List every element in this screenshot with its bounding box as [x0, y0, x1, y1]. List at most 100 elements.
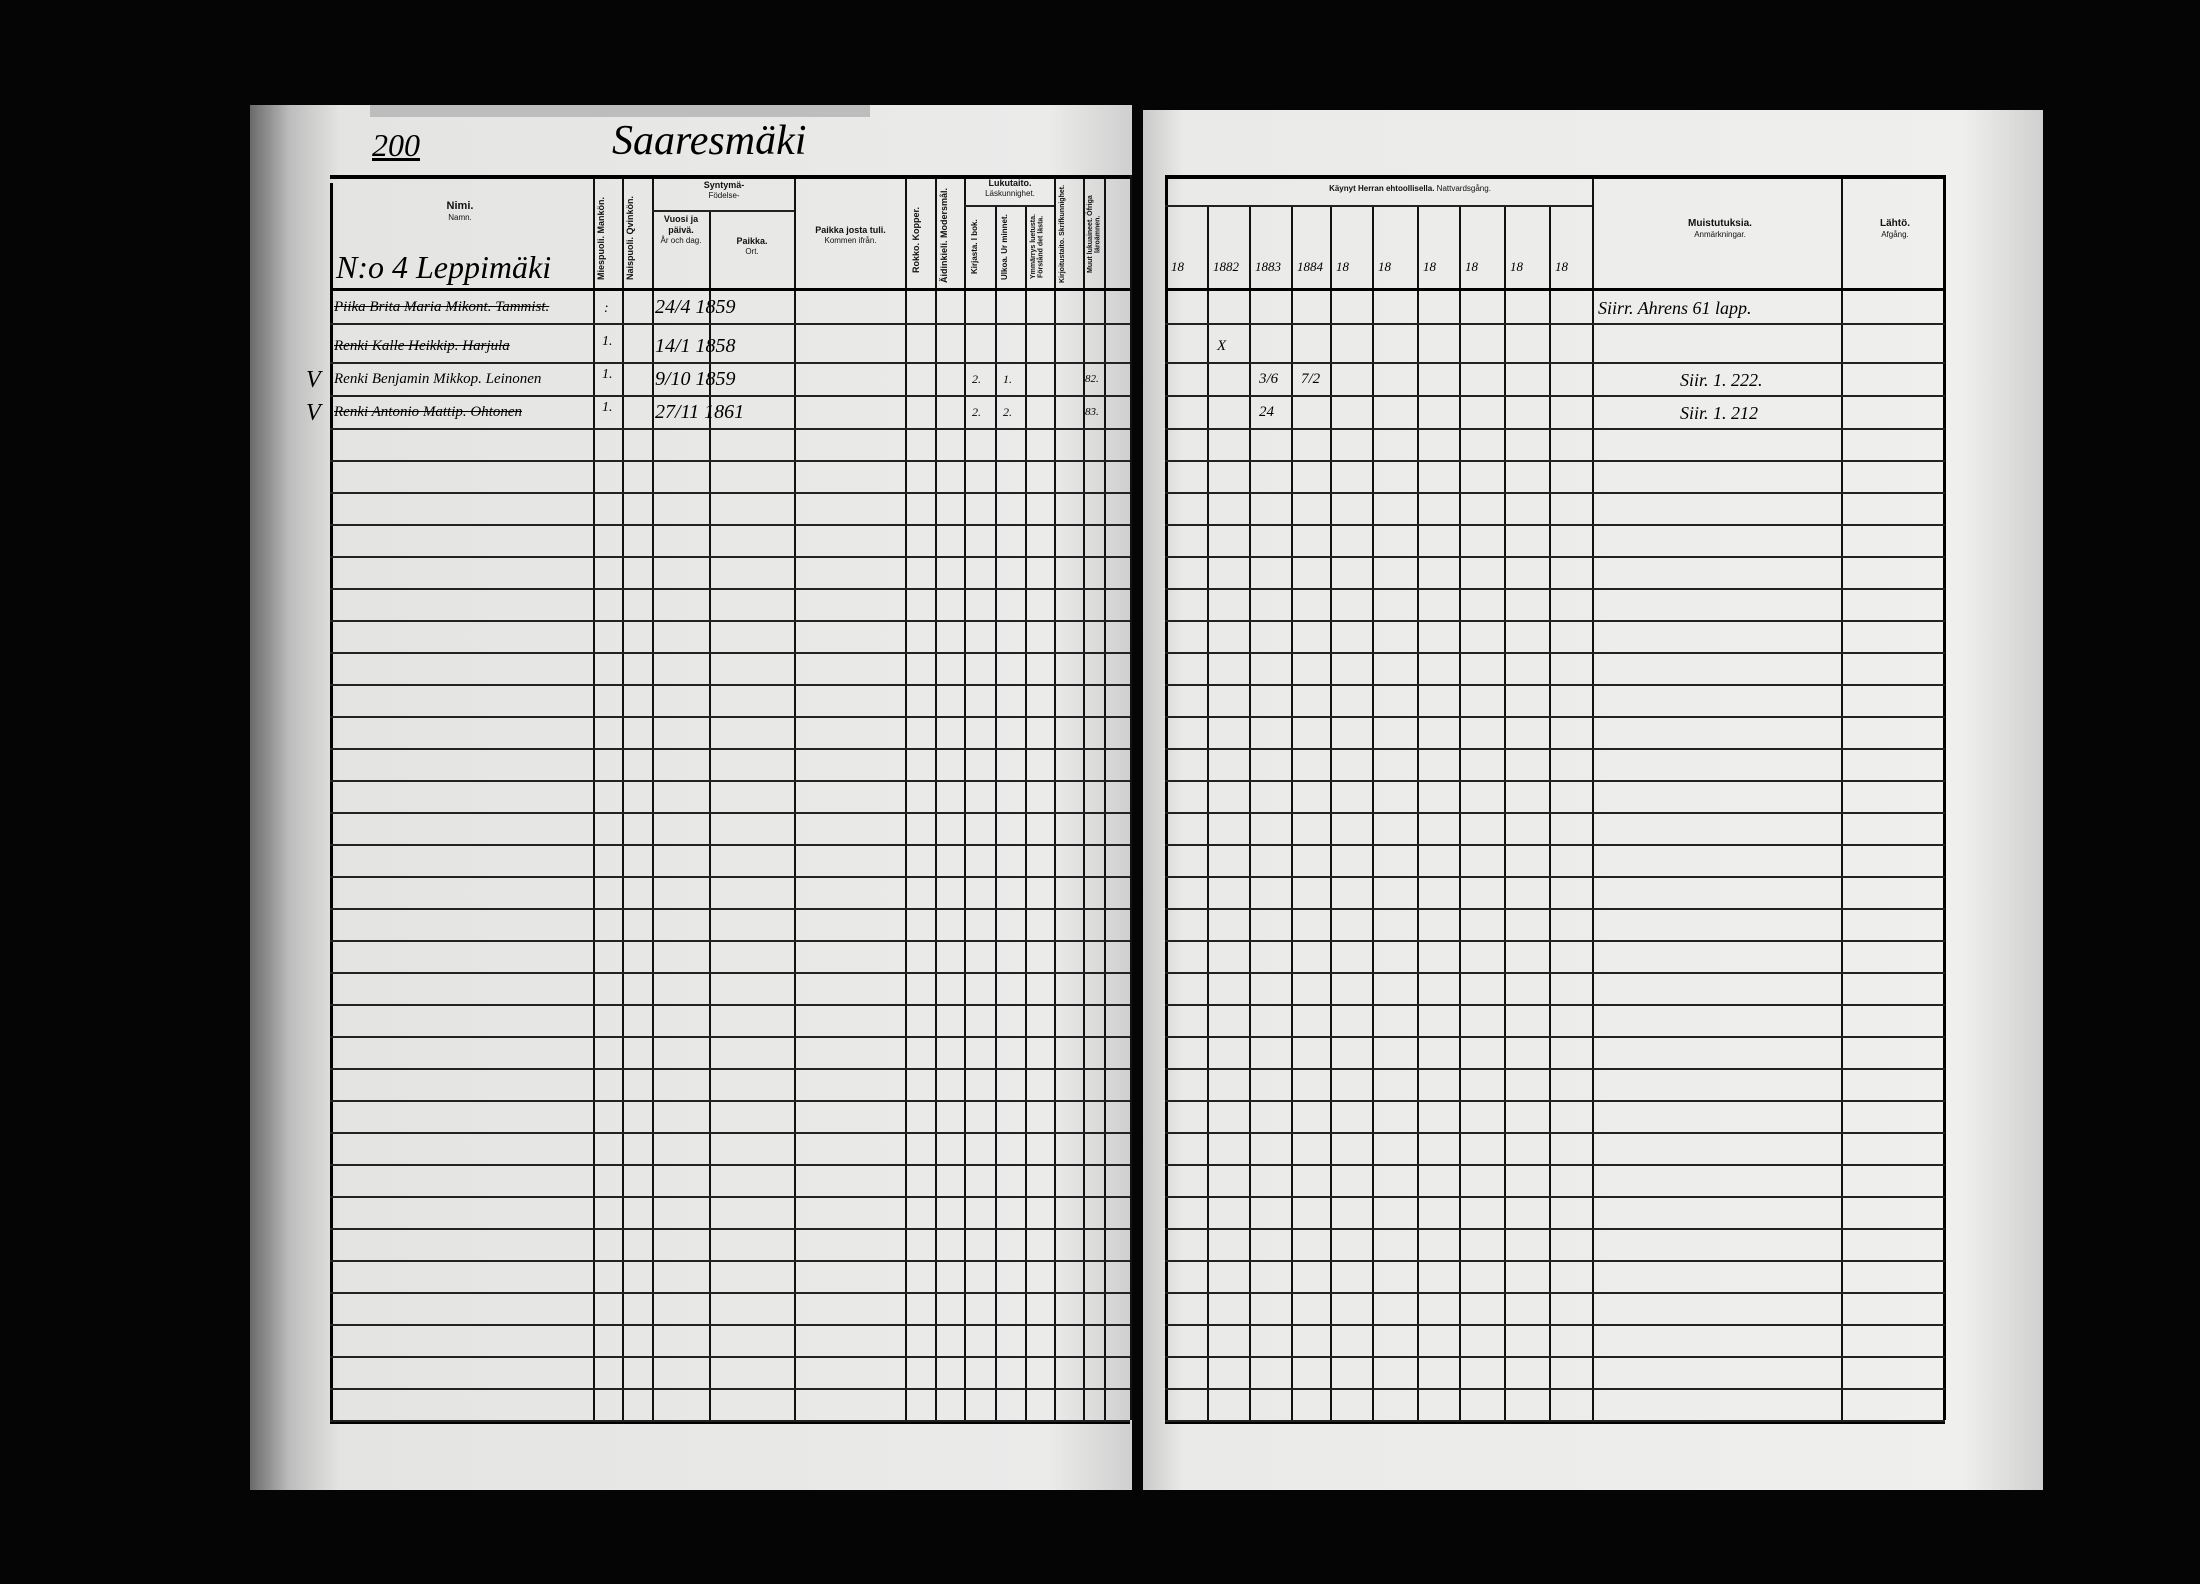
column-rule: [794, 175, 796, 1420]
communion-year-0: 18: [1171, 259, 1184, 274]
entry-name: Renki Antonio Mattip. Ohtonen: [334, 404, 523, 420]
entry-male: 1.: [602, 334, 613, 349]
col-literacy-header: Lukutaito. Läskunnighet.: [985, 178, 1035, 198]
village-name: Saaresmäki: [612, 118, 807, 164]
col-female-header: Naispuoli. Qvinkön.: [625, 195, 635, 281]
row-rule: [330, 876, 1130, 878]
check-mark: V: [306, 367, 321, 393]
row-rule: [1165, 1132, 1945, 1134]
column-rule: [1592, 175, 1594, 1420]
header-bottom-border: [1165, 288, 1945, 291]
communion-year-8: 18: [1510, 259, 1523, 274]
communion-year-1: 1882: [1213, 259, 1239, 274]
row-rule: [1165, 972, 1945, 974]
entry-communion-1883: 3/6: [1259, 371, 1279, 387]
col-from-memory-header: Ulkoa. Ur minnet.: [1000, 214, 1009, 280]
column-rule: [1841, 175, 1843, 1420]
column-rule: [1130, 175, 1132, 1420]
row-rule: [1165, 620, 1945, 622]
col-understanding-header: Ymmärrys luetusta. Förstånd det lästa.: [1030, 214, 1045, 280]
birth-subheader-rule: [652, 210, 794, 212]
row-rule: [1165, 395, 1945, 397]
header-bottom-border: [330, 288, 1130, 291]
entry-communion-1884: 7/2: [1301, 371, 1321, 387]
entry-birth-date: 27/11 1861: [655, 401, 745, 423]
row-rule: [1165, 323, 1945, 325]
row-rule: [1165, 1100, 1945, 1102]
row-rule: [1165, 716, 1945, 718]
table-top-border: [330, 175, 1130, 179]
entry-name: Piika Brita Maria Mikont. Tammist.: [334, 299, 550, 315]
entry-name: Renki Kalle Heikkip. Harjula: [334, 338, 510, 354]
row-rule: [1165, 460, 1945, 462]
row-rule: [330, 716, 1130, 718]
row-rule: [1165, 556, 1945, 558]
table-top-border: [1165, 175, 1945, 179]
table-bottom-border: [330, 1420, 1130, 1424]
row-rule: [1165, 492, 1945, 494]
entry-female: :: [604, 301, 609, 316]
row-rule: [330, 620, 1130, 622]
row-rule: [1165, 812, 1945, 814]
column-rule: [1083, 175, 1085, 1420]
row-rule: [1165, 780, 1945, 782]
row-rule: [1165, 1004, 1945, 1006]
row-rule: [330, 492, 1130, 494]
row-rule: [330, 780, 1130, 782]
row-rule: [330, 1228, 1130, 1230]
col-birth-date-header: Vuosi ja päivä. År och dag.: [660, 214, 702, 245]
table-bottom-border: [1165, 1420, 1945, 1424]
row-rule: [330, 588, 1130, 590]
col-communion-header: Käynyt Herran ehtoollisella. Nattvardsgå…: [1329, 184, 1491, 193]
literacy-subheader-rule: [964, 205, 1054, 207]
column-rule: [593, 175, 595, 1420]
row-rule: [1165, 428, 1945, 430]
row-rule: [1165, 1292, 1945, 1294]
row-rule: [1165, 1420, 1945, 1422]
communion-year-9: 18: [1555, 259, 1568, 274]
col-birth-place-header: Paikka. Ort.: [736, 236, 768, 256]
row-rule: [1165, 1324, 1945, 1326]
row-rule: [330, 748, 1130, 750]
row-rule: [330, 1164, 1130, 1166]
row-rule: [330, 362, 1130, 364]
row-rule: [330, 1388, 1130, 1390]
communion-year-6: 18: [1423, 259, 1436, 274]
row-rule: [1165, 1388, 1945, 1390]
entry-remarks: Siir. 1. 212: [1680, 403, 1759, 423]
row-rule: [1165, 1356, 1945, 1358]
entry-male: 1.: [602, 367, 613, 382]
entry-from-memory: 2.: [1003, 405, 1012, 419]
row-rule: [330, 940, 1130, 942]
col-departure-header: Lähtö. Afgång.: [1880, 218, 1910, 239]
row-rule: [330, 524, 1130, 526]
row-rule: [330, 1004, 1130, 1006]
row-rule: [330, 1100, 1130, 1102]
col-male-header: Miespuoli. Mankön.: [596, 196, 606, 280]
entry-other: 82.: [1085, 373, 1099, 385]
col-from-book-header: Kirjasta. I bok.: [970, 219, 979, 275]
row-rule: [1165, 652, 1945, 654]
col-came-from-header: Paikka josta tuli. Kommen ifrån.: [815, 225, 886, 245]
column-rule: [622, 175, 624, 1420]
communion-subheader-rule: [1165, 205, 1592, 207]
row-rule: [1165, 1196, 1945, 1198]
entry-name: Renki Benjamin Mikkop. Leinonen: [334, 371, 542, 387]
communion-year-7: 18: [1465, 259, 1478, 274]
row-rule: [330, 1260, 1130, 1262]
check-mark: V: [306, 400, 321, 426]
col-birth-header: Syntymä- Födelse-: [703, 180, 745, 200]
column-rule: [964, 175, 966, 1420]
row-rule: [330, 428, 1130, 430]
row-rule: [1165, 1068, 1945, 1070]
row-rule: [1165, 588, 1945, 590]
row-rule: [330, 1068, 1130, 1070]
page-number: 200: [372, 127, 420, 163]
entry-birth-date: 14/1 1858: [655, 335, 736, 357]
col-smallpox-header: Rokko. Kopper.: [911, 206, 921, 274]
row-rule: [1165, 684, 1945, 686]
column-rule: [709, 210, 711, 1420]
column-rule: [1165, 175, 1168, 1420]
communion-year-4: 18: [1336, 259, 1349, 274]
row-rule: [330, 844, 1130, 846]
